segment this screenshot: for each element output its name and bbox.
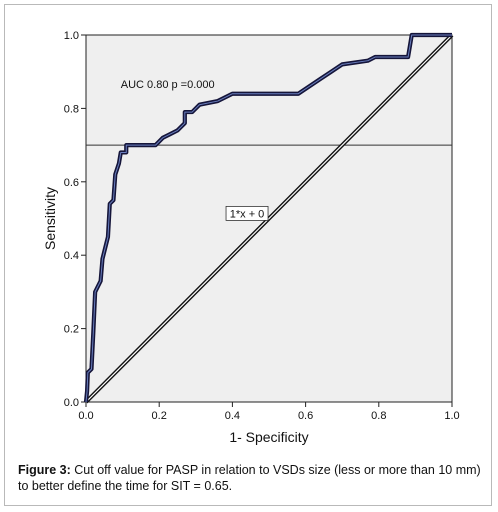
diagonal-label: 1*x + 0: [225, 205, 269, 221]
y-tick-label: 0.4: [64, 250, 79, 262]
x-axis-title: 1- Specificity: [229, 429, 308, 445]
series-layer: [83, 32, 454, 404]
x-tick-label: 0.2: [152, 410, 167, 422]
y-tick-label: 1.0: [64, 30, 79, 42]
x-tick-label: 0.0: [78, 410, 93, 422]
y-tick-label: 0.8: [64, 103, 79, 115]
y-axis: 0.0 0.2 0.4 0.6 0.8 1.0: [64, 30, 86, 409]
y-tick-label: 0.0: [64, 397, 79, 409]
y-tick-label: 0.6: [64, 177, 79, 189]
auc-annotation: AUC 0.80 p =0.000: [121, 79, 215, 91]
roc-curve-highlight: [85, 34, 452, 403]
x-tick-label: 1.0: [444, 410, 459, 422]
x-axis: 0.0 0.2 0.4 0.6 0.8 1.0: [78, 402, 460, 422]
x-tick-label: 0.8: [371, 410, 386, 422]
caption-text: Cut off value for PASP in relation to VS…: [18, 463, 481, 493]
caption-label: Figure 3:: [18, 463, 71, 477]
x-tick-label: 0.6: [298, 410, 313, 422]
x-tick-label: 0.4: [225, 410, 240, 422]
diagonal-label-text: 1*x + 0: [230, 208, 265, 220]
y-axis-title: Sensitivity: [42, 187, 58, 250]
reference-diagonal-highlight: [85, 34, 453, 403]
figure-caption: Figure 3: Cut off value for PASP in rela…: [18, 462, 486, 494]
y-tick-label: 0.2: [64, 324, 79, 336]
